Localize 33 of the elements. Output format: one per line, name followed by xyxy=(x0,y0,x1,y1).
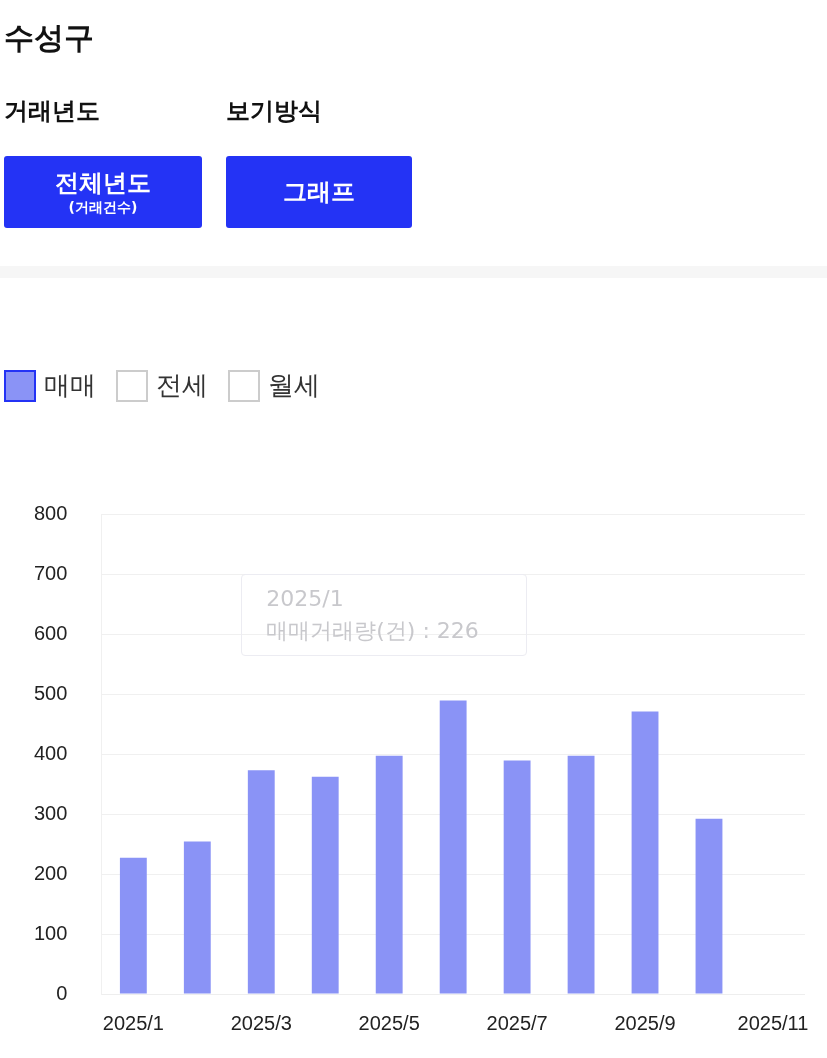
bar xyxy=(439,700,467,994)
y-tick-label: 200 xyxy=(33,861,68,884)
y-tick-label: 100 xyxy=(33,921,68,944)
bar xyxy=(311,776,339,994)
text: 그래프 xyxy=(283,177,355,208)
bar xyxy=(695,818,723,994)
bar xyxy=(375,755,403,994)
legend-label: 월세 xyxy=(268,369,320,402)
y-tick-label: 400 xyxy=(33,741,68,764)
bar xyxy=(567,755,595,994)
x-tick-label: 2025/9 xyxy=(614,1011,676,1034)
x-tick-label: 2025/7 xyxy=(486,1011,548,1034)
y-tick-label: 800 xyxy=(33,501,68,524)
x-tick-label: 2025/11 xyxy=(737,1011,809,1034)
x-tick-label: 2025/1 xyxy=(102,1011,164,1034)
y-tick-label: 300 xyxy=(33,801,68,824)
bar xyxy=(183,841,211,994)
y-tick-label: 700 xyxy=(33,561,68,584)
text: 전체년도 (거래건수) xyxy=(55,168,151,217)
legend-label: 매매 xyxy=(44,369,96,402)
y-tick-label: 0 xyxy=(56,981,68,1004)
x-tick-label: 2025/3 xyxy=(230,1011,292,1034)
bar xyxy=(503,760,531,994)
text: 보기방식 xyxy=(226,96,322,127)
y-tick-label: 600 xyxy=(33,621,68,644)
chart-title: 수성구 xyxy=(4,19,94,57)
bar xyxy=(631,711,659,994)
bar xyxy=(119,857,147,994)
bar xyxy=(247,770,275,994)
y-tick-label: 500 xyxy=(33,681,68,704)
x-tick-label: 2025/5 xyxy=(358,1011,420,1034)
text: 거래년도 xyxy=(4,96,100,127)
legend-label: 전세 xyxy=(156,369,208,402)
